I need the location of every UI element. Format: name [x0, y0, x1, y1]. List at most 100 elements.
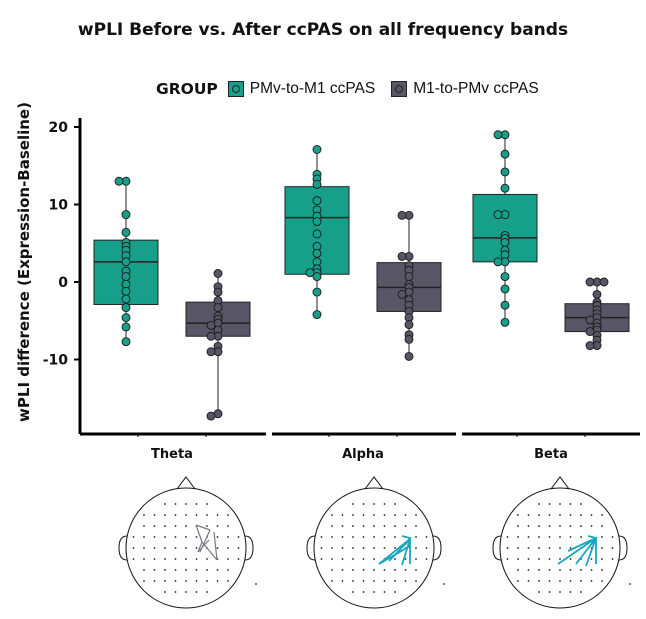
- electrode: [373, 580, 375, 582]
- electrode: [153, 547, 156, 549]
- electrode: [527, 547, 530, 549]
- connection-line: [557, 537, 597, 565]
- data-point-pmv-to-m1-ccpas-beta: [500, 183, 510, 193]
- electrode: [185, 536, 187, 538]
- headmap-alpha: [306, 476, 445, 609]
- data-point-m1-to-pmv-ccpas-theta: [206, 411, 216, 421]
- electrode: [143, 580, 145, 582]
- electrode: [517, 514, 519, 516]
- electrode: [195, 569, 198, 571]
- electrode: [601, 536, 603, 538]
- electrode: [373, 536, 375, 538]
- electrode: [153, 558, 156, 560]
- electrode: [548, 514, 551, 516]
- electrode: [352, 558, 354, 560]
- electrode: [352, 591, 354, 593]
- data-point-m1-to-pmv-ccpas-alpha: [404, 272, 414, 282]
- right-ear-outline: [432, 535, 442, 561]
- data-point-pmv-to-m1-ccpas-alpha: [312, 196, 322, 206]
- data-point-pmv-to-m1-ccpas-beta: [500, 167, 510, 177]
- electrode: [185, 503, 187, 505]
- data-point-pmv-to-m1-ccpas-alpha: [312, 229, 322, 239]
- electrode: [174, 547, 177, 549]
- electrode: [362, 514, 365, 516]
- electrode: [404, 558, 407, 560]
- electrode: [506, 536, 509, 538]
- electrode: [443, 583, 445, 585]
- data-point-pmv-to-m1-ccpas-alpha: [312, 287, 322, 297]
- electrode: [331, 580, 333, 582]
- electrode: [611, 536, 614, 538]
- electrode: [174, 503, 177, 505]
- electrode: [394, 591, 396, 593]
- electrode: [216, 536, 219, 538]
- electrode: [373, 525, 375, 527]
- electrode: [132, 558, 135, 560]
- electrode: [206, 558, 208, 560]
- electrode: [341, 525, 344, 527]
- electrode: [548, 580, 551, 582]
- electrode: [527, 558, 530, 560]
- electrode: [559, 591, 561, 593]
- electrode: [143, 536, 145, 538]
- data-point-pmv-to-m1-ccpas-theta: [121, 286, 131, 296]
- connection-line: [199, 529, 211, 553]
- electrode: [383, 525, 386, 527]
- electrode: [143, 525, 145, 527]
- panel-label-theta: Theta: [151, 447, 193, 462]
- electrode: [394, 536, 396, 538]
- electrode: [415, 536, 417, 538]
- electrode: [383, 569, 386, 571]
- electrode: [559, 525, 561, 527]
- electrode: [506, 558, 509, 560]
- electrode: [206, 580, 208, 582]
- electrode: [362, 580, 365, 582]
- connection-line: [213, 531, 218, 561]
- electrode: [559, 580, 561, 582]
- electrode: [237, 536, 240, 538]
- electrode: [404, 569, 407, 571]
- electrode: [373, 514, 375, 516]
- electrode: [341, 536, 344, 538]
- electrode: [548, 547, 551, 549]
- electrode: [227, 514, 229, 516]
- legend-label-m1-to-pmv: M1-to-PMv ccPAS: [413, 80, 539, 97]
- electrode: [373, 547, 375, 549]
- electrode: [559, 569, 561, 571]
- electrode: [611, 547, 614, 549]
- electrode: [394, 580, 396, 582]
- data-point-m1-to-pmv-ccpas-alpha: [397, 210, 407, 220]
- data-point-pmv-to-m1-ccpas-beta: [500, 284, 510, 294]
- electrode: [538, 514, 540, 516]
- data-point-m1-to-pmv-ccpas-alpha: [404, 334, 414, 344]
- electrode: [415, 525, 417, 527]
- electrode: [362, 547, 365, 549]
- electrode: [153, 536, 156, 538]
- electrode: [425, 547, 428, 549]
- nose-outline: [550, 476, 570, 490]
- data-point-pmv-to-m1-ccpas-alpha: [312, 248, 322, 258]
- data-point-pmv-to-m1-ccpas-beta: [493, 257, 503, 267]
- electrode: [601, 558, 603, 560]
- electrode: [255, 583, 257, 585]
- electrode: [559, 503, 561, 505]
- data-point-m1-to-pmv-ccpas-alpha: [404, 351, 414, 361]
- electrode: [548, 525, 551, 527]
- electrode: [590, 558, 593, 560]
- electrode: [373, 591, 375, 593]
- electrode: [601, 580, 603, 582]
- electrode: [590, 525, 593, 527]
- electrode: [383, 503, 386, 505]
- electrode: [517, 525, 519, 527]
- electrode: [548, 558, 551, 560]
- electrode: [548, 536, 551, 538]
- electrode: [538, 569, 540, 571]
- electrode: [425, 536, 428, 538]
- legend-dot-m1-to-pmv: [395, 85, 404, 93]
- data-point-pmv-to-m1-ccpas-theta: [121, 272, 131, 282]
- connection-line: [195, 524, 211, 531]
- legend-key-m1-to-pmv: [391, 81, 408, 97]
- electrode: [548, 591, 551, 593]
- electrode: [383, 547, 386, 549]
